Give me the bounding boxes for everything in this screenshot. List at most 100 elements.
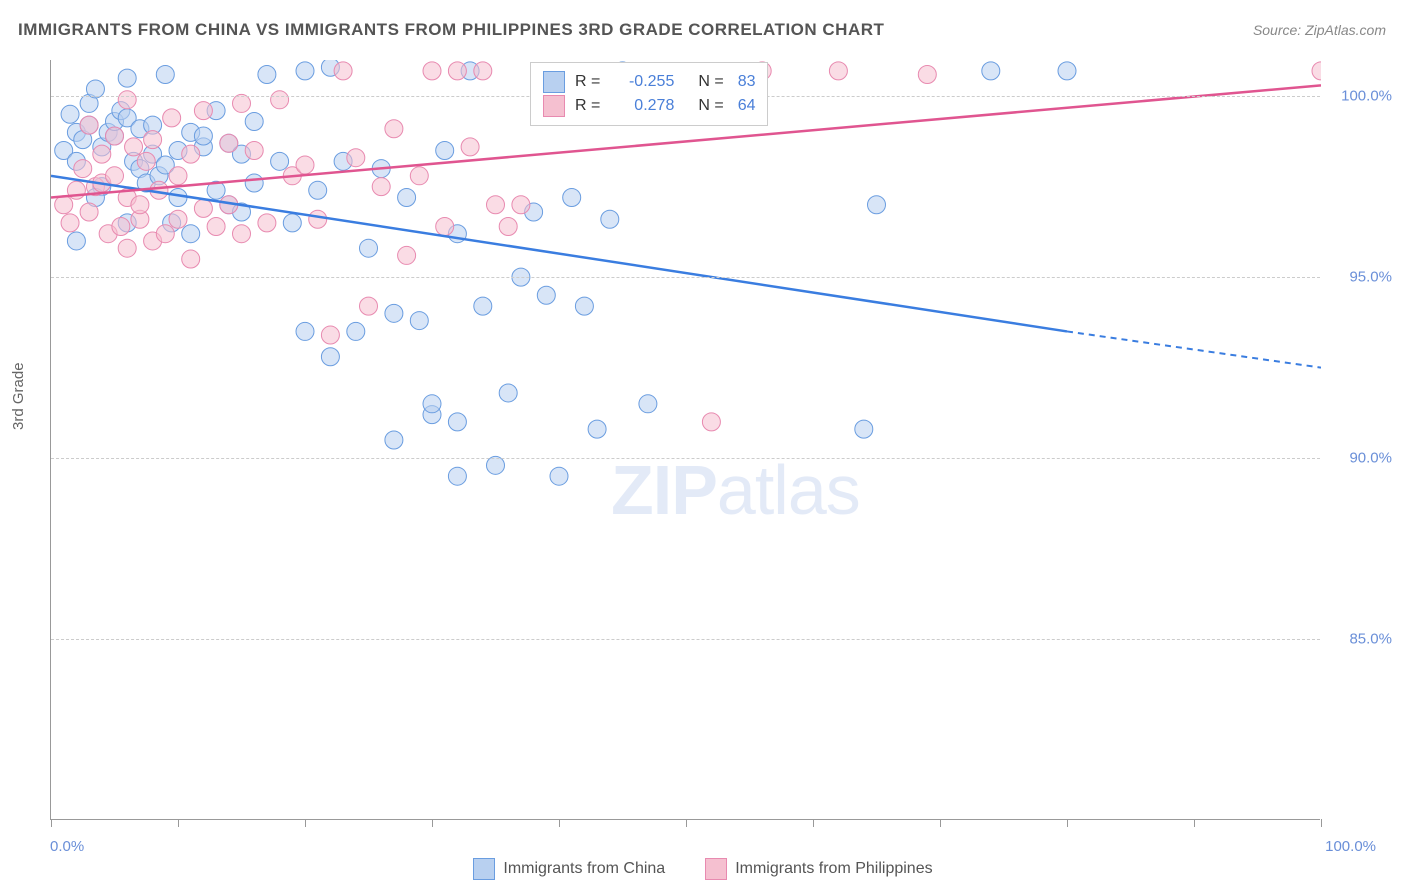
data-point [321, 348, 339, 366]
data-point [601, 210, 619, 228]
data-point [245, 113, 263, 131]
x-tick [432, 819, 433, 827]
data-point [118, 239, 136, 257]
grid-line [51, 639, 1320, 640]
x-tick [813, 819, 814, 827]
data-point [125, 138, 143, 156]
x-tick [305, 819, 306, 827]
legend-swatch [473, 858, 495, 880]
data-point [499, 384, 517, 402]
data-point [398, 246, 416, 264]
legend-r-label: R = [575, 73, 600, 91]
data-point [385, 120, 403, 138]
data-point [829, 62, 847, 80]
data-point [106, 167, 124, 185]
data-point [1312, 62, 1321, 80]
data-point [169, 210, 187, 228]
chart-title: IMMIGRANTS FROM CHINA VS IMMIGRANTS FROM… [18, 20, 884, 40]
data-point [474, 297, 492, 315]
grid-line [51, 458, 1320, 459]
data-point [258, 214, 276, 232]
correlation-legend: R = -0.255 N = 83 R = 0.278 N = 64 [530, 62, 768, 126]
data-point [385, 304, 403, 322]
data-point [575, 297, 593, 315]
data-point [1058, 62, 1076, 80]
data-point [296, 322, 314, 340]
legend-label: Immigrants from Philippines [735, 860, 932, 878]
data-point [163, 109, 181, 127]
legend-item: Immigrants from China [473, 858, 665, 880]
data-point [918, 65, 936, 83]
data-point [182, 225, 200, 243]
data-point [410, 167, 428, 185]
data-point [61, 105, 79, 123]
plot-area: ZIPatlas [50, 60, 1320, 820]
data-point [855, 420, 873, 438]
trend-line-dashed [1067, 331, 1321, 367]
data-point [137, 152, 155, 170]
data-point [448, 62, 466, 80]
legend-n-value: 64 [738, 97, 756, 115]
scatter-svg [51, 60, 1321, 820]
data-point [131, 196, 149, 214]
data-point [321, 326, 339, 344]
data-point [537, 286, 555, 304]
data-point [347, 322, 365, 340]
data-point [220, 134, 238, 152]
data-point [194, 127, 212, 145]
data-point [118, 69, 136, 87]
data-point [67, 232, 85, 250]
data-point [436, 141, 454, 159]
data-point [461, 138, 479, 156]
data-point [80, 203, 98, 221]
data-point [258, 65, 276, 83]
data-point [283, 214, 301, 232]
data-point [245, 174, 263, 192]
legend-n-label: N = [698, 97, 723, 115]
data-point [868, 196, 886, 214]
data-point [550, 467, 568, 485]
source-attribution: Source: ZipAtlas.com [1253, 22, 1386, 38]
data-point [410, 312, 428, 330]
y-tick-label: 100.0% [1341, 88, 1392, 105]
x-tick [1194, 819, 1195, 827]
data-point [702, 413, 720, 431]
data-point [194, 199, 212, 217]
data-point [169, 189, 187, 207]
data-point [207, 217, 225, 235]
x-tick [1321, 819, 1322, 827]
x-tick [686, 819, 687, 827]
data-point [245, 141, 263, 159]
data-point [182, 250, 200, 268]
data-point [144, 131, 162, 149]
data-point [74, 160, 92, 178]
legend-row: R = -0.255 N = 83 [543, 71, 755, 93]
legend-r-label: R = [575, 97, 600, 115]
legend-n-value: 83 [738, 73, 756, 91]
data-point [423, 62, 441, 80]
data-point [347, 149, 365, 167]
y-tick-label: 85.0% [1349, 631, 1392, 648]
data-point [360, 239, 378, 257]
data-point [334, 62, 352, 80]
data-point [296, 156, 314, 174]
data-point [309, 181, 327, 199]
legend-swatch [543, 71, 565, 93]
x-tick-label-max: 100.0% [1325, 838, 1376, 855]
x-tick [1067, 819, 1068, 827]
data-point [182, 145, 200, 163]
x-tick [51, 819, 52, 827]
y-axis-label: 3rd Grade [10, 362, 27, 430]
data-point [156, 225, 174, 243]
data-point [271, 91, 289, 109]
data-point [588, 420, 606, 438]
series-legend: Immigrants from China Immigrants from Ph… [0, 858, 1406, 880]
data-point [80, 116, 98, 134]
legend-swatch [705, 858, 727, 880]
data-point [106, 127, 124, 145]
data-point [61, 214, 79, 232]
legend-n-label: N = [698, 73, 723, 91]
data-point [474, 62, 492, 80]
data-point [448, 413, 466, 431]
y-tick-label: 90.0% [1349, 450, 1392, 467]
